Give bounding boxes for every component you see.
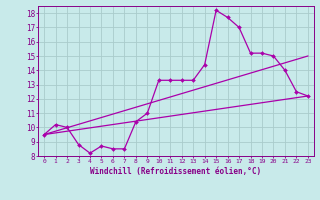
X-axis label: Windchill (Refroidissement éolien,°C): Windchill (Refroidissement éolien,°C) — [91, 167, 261, 176]
